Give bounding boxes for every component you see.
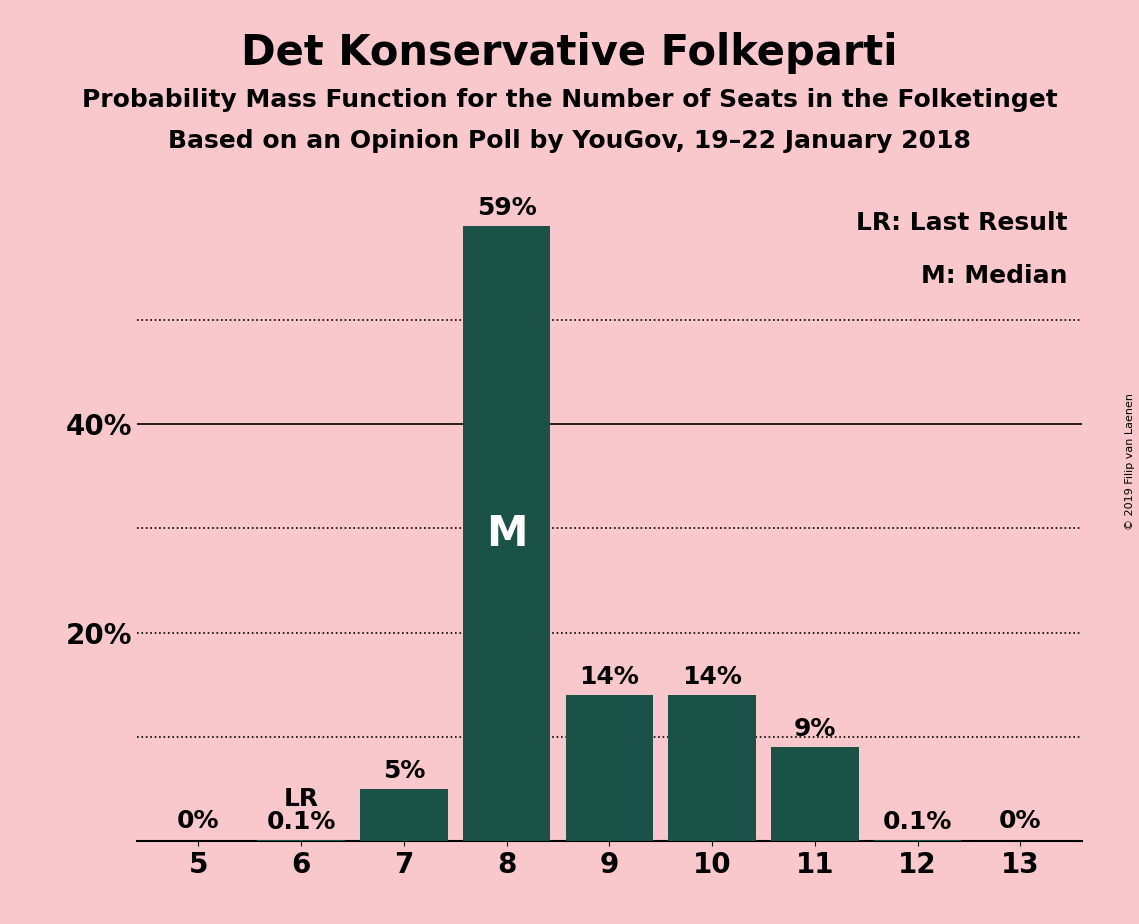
Bar	[462, 226, 550, 841]
Text: M: Median: M: Median	[921, 263, 1068, 287]
Text: LR: Last Result: LR: Last Result	[857, 211, 1068, 235]
Bar	[874, 840, 961, 841]
Bar	[566, 695, 653, 841]
Text: Det Konservative Folkeparti: Det Konservative Folkeparti	[241, 32, 898, 74]
Bar	[360, 789, 448, 841]
Text: LR: LR	[284, 786, 319, 810]
Text: 5%: 5%	[383, 759, 425, 783]
Bar	[257, 840, 345, 841]
Text: Probability Mass Function for the Number of Seats in the Folketinget: Probability Mass Function for the Number…	[82, 88, 1057, 112]
Text: 14%: 14%	[682, 664, 743, 688]
Text: 14%: 14%	[580, 664, 639, 688]
Text: Based on an Opinion Poll by YouGov, 19–22 January 2018: Based on an Opinion Poll by YouGov, 19–2…	[169, 129, 970, 153]
Bar	[669, 695, 756, 841]
Text: 59%: 59%	[477, 196, 536, 220]
Text: 9%: 9%	[794, 717, 836, 741]
Text: 0%: 0%	[177, 808, 220, 833]
Text: 0.1%: 0.1%	[883, 809, 952, 833]
Text: M: M	[486, 513, 527, 554]
Text: 0%: 0%	[999, 808, 1042, 833]
Text: 0.1%: 0.1%	[267, 809, 336, 833]
Text: © 2019 Filip van Laenen: © 2019 Filip van Laenen	[1125, 394, 1134, 530]
Bar	[771, 748, 859, 841]
